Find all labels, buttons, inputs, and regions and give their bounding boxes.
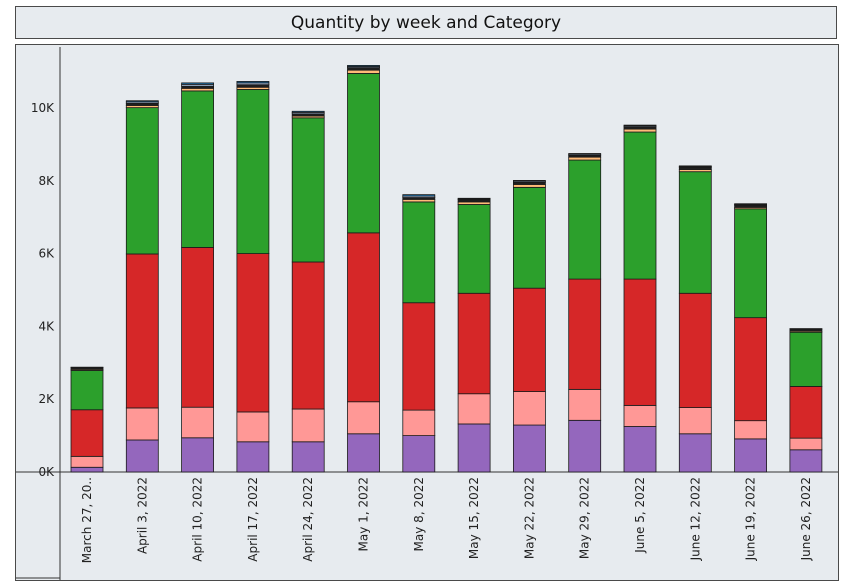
bar-segment[interactable] [789,386,823,439]
bar-segment[interactable] [347,401,380,435]
x-tick-label: April 17, 2022 [246,477,260,562]
bar-segment[interactable] [457,292,491,395]
bar-segment[interactable] [347,69,380,74]
bar-segment[interactable] [236,89,270,255]
x-tick-label: April 3, 2022 [135,477,149,554]
y-tick-label: 8K [38,174,55,188]
bar-segment[interactable] [678,433,712,473]
bar-segment[interactable] [789,331,823,387]
bar-segment[interactable] [402,435,436,473]
bar-segment[interactable] [568,388,602,421]
x-tick-label: March 27, 20.. [80,477,94,563]
x-tick-label: June 26, 2022 [799,477,813,561]
bars-group [70,65,823,473]
bar-segment[interactable] [125,253,159,409]
bar-segment[interactable] [125,107,159,255]
bar-segment[interactable] [734,420,767,440]
y-tick-label: 2K [38,392,55,406]
bar-segment[interactable] [291,441,325,473]
x-tick-label: June 5, 2022 [633,477,647,554]
bar-segment[interactable] [568,419,602,473]
bar-segment[interactable] [678,292,712,408]
bar-segment[interactable] [181,82,215,85]
bar-segment[interactable] [291,261,325,410]
bar-segment[interactable] [181,437,215,473]
bar-segment[interactable] [291,117,325,263]
bar-segment[interactable] [623,131,657,280]
bar-segment[interactable] [568,156,602,161]
bar-segment[interactable] [70,370,104,411]
x-tick-label: May 15, 2022 [467,477,481,559]
bar-segment[interactable] [789,449,823,473]
bar-segment[interactable] [457,197,491,200]
bar-segment[interactable] [568,278,602,390]
bar-segment[interactable] [734,438,767,473]
bar-segment[interactable] [347,65,380,67]
bar-segment[interactable] [181,406,215,439]
chart-title-box: Quantity by week and Category [15,6,837,39]
bar-segment[interactable] [568,159,602,280]
x-tick-label: June 19, 2022 [744,477,758,561]
bar-segment[interactable] [678,171,712,294]
bar-segment[interactable] [457,204,491,294]
bar-segment[interactable] [512,391,546,426]
bar-segment[interactable] [623,404,657,427]
x-tick-label: April 24, 2022 [301,477,315,562]
bar-segment[interactable] [734,208,767,319]
y-ticks-group: 0K 2K 4K 6K 8K 10K [31,101,55,479]
bar-segment[interactable] [291,110,325,113]
y-tick-label: 10K [31,101,55,115]
bar-segment[interactable] [512,184,546,188]
bar-segment[interactable] [236,411,270,443]
bar-segment[interactable] [457,393,491,425]
bar-segment[interactable] [457,423,491,473]
bar-segment[interactable] [181,247,215,408]
bar-segment[interactable] [70,455,104,468]
bar-segment[interactable] [623,128,657,133]
bar-segment[interactable] [236,441,270,473]
bar-segment[interactable] [512,287,546,392]
x-tick-label: April 10, 2022 [191,477,205,562]
chart-title: Quantity by week and Category [290,12,562,33]
bar-segment[interactable] [347,433,380,473]
bar-segment[interactable] [125,439,159,473]
x-tick-label: May 1, 2022 [357,477,371,551]
bar-segment[interactable] [402,201,436,304]
bar-segment[interactable] [70,466,104,473]
bar-segment[interactable] [512,424,546,473]
bar-segment[interactable] [402,409,436,436]
bar-segment[interactable] [125,407,159,441]
y-tick-label: 6K [38,247,55,261]
bar-segment[interactable] [623,124,657,127]
bar-segment[interactable] [236,81,270,84]
x-tick-label: May 29, 2022 [578,477,592,559]
bar-segment[interactable] [623,426,657,473]
y-tick-label: 4K [38,319,55,333]
x-tick-label: May 8, 2022 [412,477,426,551]
bar-segment[interactable] [734,203,767,205]
bar-segment[interactable] [347,73,380,234]
bar-segment[interactable] [402,302,436,411]
bar-segment[interactable] [512,186,546,289]
x-tick-label: June 12, 2022 [688,477,702,561]
chart-panel: 0K 2K 4K 6K 8K 10K March 27, 20.. April 3, 202… [15,44,839,581]
bar-segment[interactable] [789,437,823,451]
x-labels-group: March 27, 20.. April 3, 2022 April 10, 202… [80,477,813,563]
chart-canvas: 0K 2K 4K 6K 8K 10K March 27, 20.. April 3, 202… [16,47,838,580]
bar-segment[interactable] [734,317,767,422]
bar-segment[interactable] [181,90,215,248]
bar-segment[interactable] [347,232,380,403]
bar-segment[interactable] [678,407,712,435]
bar-segment[interactable] [402,194,436,197]
bar-segment[interactable] [512,180,546,182]
y-tick-label: 0K [38,465,55,479]
bar-segment[interactable] [678,165,712,168]
bar-segment[interactable] [623,278,657,406]
x-tick-label: May 22, 2022 [522,477,536,559]
bar-segment[interactable] [70,409,104,457]
bar-segment[interactable] [125,100,159,103]
bar-segment[interactable] [568,153,602,155]
bar-segment[interactable] [236,253,270,413]
bar-segment[interactable] [291,408,325,443]
